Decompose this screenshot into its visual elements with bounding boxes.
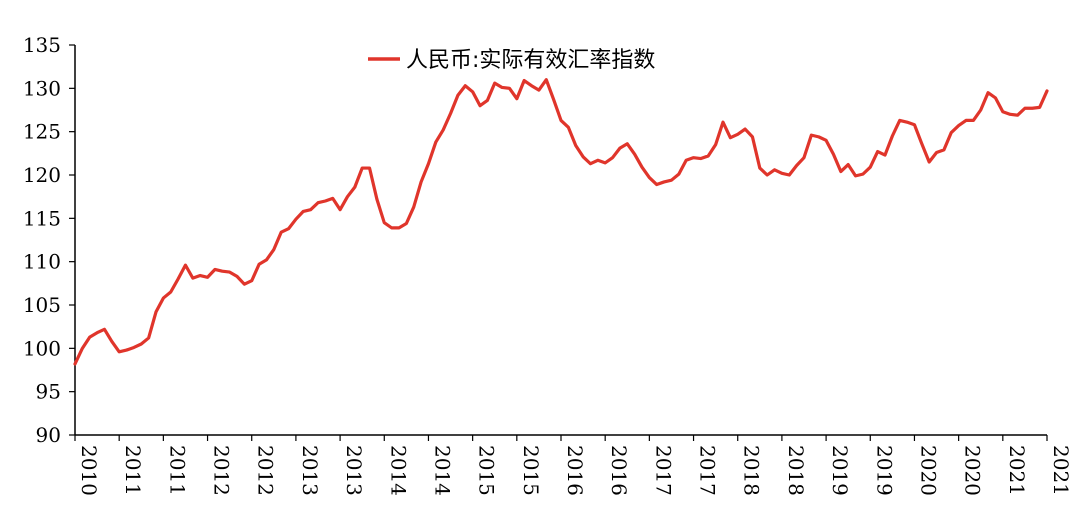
x-tick-label: 2016 bbox=[563, 445, 587, 496]
x-tick-label: 2021 bbox=[1049, 445, 1073, 496]
y-tick-label: 130 bbox=[23, 76, 61, 100]
y-tick-label: 110 bbox=[23, 250, 61, 274]
x-tick-label: 2012 bbox=[254, 445, 278, 496]
legend-label: 人民币:实际有效汇率指数 bbox=[406, 48, 655, 73]
series-line-0 bbox=[73, 78, 1049, 366]
x-tick-label: 2014 bbox=[386, 445, 410, 496]
x-axis-ticks: 2010 2011 2011 2012 2012 2013 2013 2014 2014 2015… bbox=[74, 435, 1073, 496]
x-tick-label: 2014 bbox=[430, 445, 454, 496]
y-tick-label: 120 bbox=[23, 163, 61, 187]
x-tick-label: 2013 bbox=[298, 445, 322, 496]
x-tick-label: 2019 bbox=[828, 445, 852, 496]
y-tick-label: 90 bbox=[36, 423, 61, 447]
y-tick-label: 95 bbox=[36, 380, 61, 404]
x-tick-label: 2016 bbox=[607, 445, 631, 496]
x-tick-label: 2010 bbox=[77, 445, 101, 496]
x-tick-label: 2011 bbox=[121, 445, 145, 496]
y-tick-label: 105 bbox=[23, 293, 61, 317]
y-axis-ticks: 90 95 100 105 110 115 120 125 130 135 bbox=[23, 33, 75, 447]
x-tick-label: 2021 bbox=[1005, 445, 1029, 496]
x-tick-label: 2018 bbox=[740, 445, 764, 496]
y-tick-label: 125 bbox=[23, 120, 61, 144]
y-tick-label: 100 bbox=[23, 336, 61, 360]
x-tick-label: 2017 bbox=[651, 445, 675, 496]
y-tick-label: 115 bbox=[23, 206, 61, 230]
x-tick-label: 2015 bbox=[519, 445, 543, 496]
x-tick-label: 2019 bbox=[872, 445, 896, 496]
legend: 人民币:实际有效汇率指数 bbox=[368, 48, 655, 73]
x-tick-label: 2012 bbox=[210, 445, 234, 496]
x-tick-label: 2013 bbox=[342, 445, 366, 496]
y-tick-label: 135 bbox=[23, 33, 61, 57]
x-tick-label: 2020 bbox=[916, 445, 940, 496]
x-tick-label: 2015 bbox=[475, 445, 499, 496]
axes bbox=[74, 45, 1047, 436]
x-tick-label: 2018 bbox=[784, 445, 808, 496]
series-layer bbox=[73, 78, 1049, 366]
x-tick-label: 2020 bbox=[961, 445, 985, 496]
x-tick-label: 2017 bbox=[696, 445, 720, 496]
x-tick-label: 2011 bbox=[165, 445, 189, 496]
